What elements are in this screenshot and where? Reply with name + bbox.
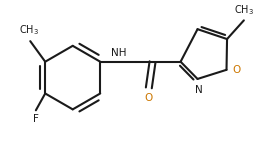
Text: O: O bbox=[145, 93, 153, 103]
Text: CH$_3$: CH$_3$ bbox=[19, 24, 39, 37]
Text: F: F bbox=[33, 114, 39, 124]
Text: N: N bbox=[195, 85, 202, 94]
Text: NH: NH bbox=[111, 48, 127, 58]
Text: CH$_3$: CH$_3$ bbox=[234, 3, 254, 17]
Text: O: O bbox=[232, 65, 240, 75]
